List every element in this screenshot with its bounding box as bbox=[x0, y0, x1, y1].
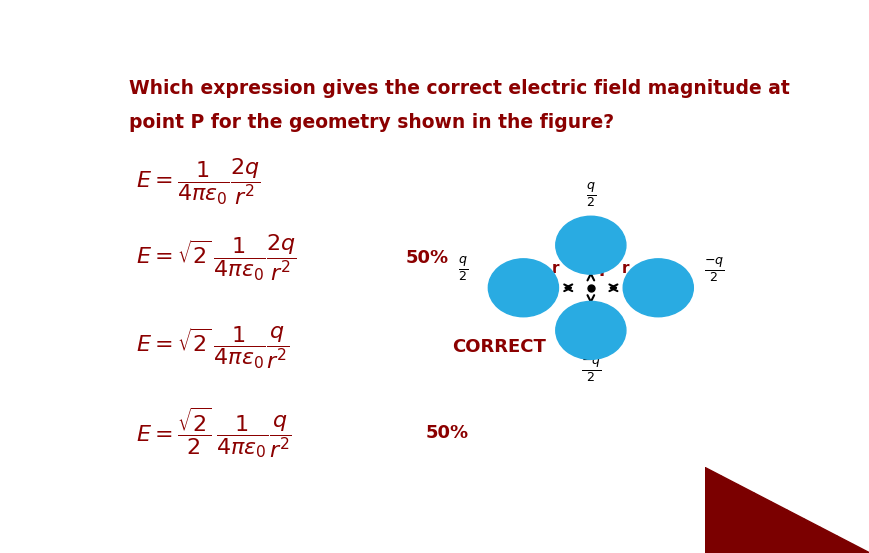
Ellipse shape bbox=[488, 259, 558, 317]
Text: r: r bbox=[621, 261, 629, 276]
Text: $\frac{-q}{2}$: $\frac{-q}{2}$ bbox=[703, 255, 724, 284]
Polygon shape bbox=[720, 476, 737, 553]
Text: point P for the geometry shown in the figure?: point P for the geometry shown in the fi… bbox=[129, 113, 614, 132]
Ellipse shape bbox=[622, 259, 693, 317]
Polygon shape bbox=[704, 467, 720, 553]
Ellipse shape bbox=[555, 216, 625, 274]
Text: CORRECT: CORRECT bbox=[452, 338, 546, 356]
Polygon shape bbox=[852, 544, 869, 553]
Polygon shape bbox=[770, 502, 786, 553]
Polygon shape bbox=[819, 528, 836, 553]
Ellipse shape bbox=[555, 301, 625, 359]
Text: 50%: 50% bbox=[425, 424, 468, 441]
Text: r: r bbox=[552, 261, 559, 276]
Polygon shape bbox=[836, 536, 852, 553]
Text: $\frac{q}{2}$: $\frac{q}{2}$ bbox=[585, 180, 595, 209]
Text: $E = \dfrac{1}{4\pi\epsilon_0} \dfrac{2q}{r^2}$: $E = \dfrac{1}{4\pi\epsilon_0} \dfrac{2q… bbox=[136, 156, 260, 207]
Text: Which expression gives the correct electric field magnitude at: Which expression gives the correct elect… bbox=[129, 79, 789, 98]
Polygon shape bbox=[737, 484, 753, 553]
Text: r: r bbox=[598, 301, 606, 316]
Polygon shape bbox=[786, 510, 803, 553]
Polygon shape bbox=[803, 519, 819, 553]
Text: 50%: 50% bbox=[405, 249, 448, 267]
Text: P: P bbox=[598, 262, 610, 280]
Text: $E = \sqrt{2}\,\dfrac{1}{4\pi\epsilon_0} \dfrac{2q}{r^2}$: $E = \sqrt{2}\,\dfrac{1}{4\pi\epsilon_0}… bbox=[136, 233, 296, 283]
Text: $E = \sqrt{2}\,\dfrac{1}{4\pi\epsilon_0} \dfrac{q}{r^2}$: $E = \sqrt{2}\,\dfrac{1}{4\pi\epsilon_0}… bbox=[136, 324, 289, 371]
Text: $E = \dfrac{\sqrt{2}}{2}\,\dfrac{1}{4\pi\epsilon_0} \dfrac{q}{r^2}$: $E = \dfrac{\sqrt{2}}{2}\,\dfrac{1}{4\pi… bbox=[136, 405, 291, 460]
Text: r: r bbox=[598, 260, 606, 275]
Text: $\frac{-q}{2}$: $\frac{-q}{2}$ bbox=[580, 355, 600, 384]
Text: $\frac{q}{2}$: $\frac{q}{2}$ bbox=[457, 254, 468, 283]
Polygon shape bbox=[753, 493, 770, 553]
